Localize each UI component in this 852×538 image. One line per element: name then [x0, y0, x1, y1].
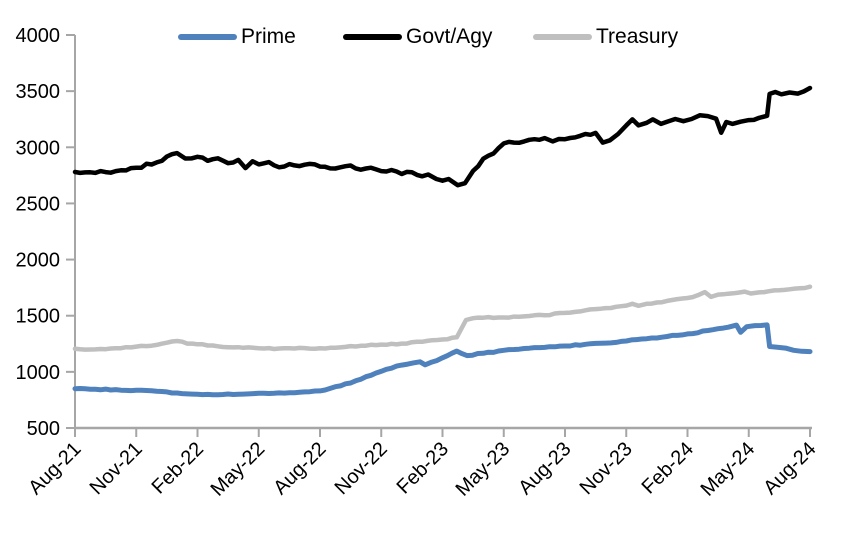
x-tick-label: Feb-23 — [393, 438, 453, 498]
y-tick-label: 2000 — [16, 250, 61, 272]
x-tick-label: Nov-23 — [576, 438, 637, 499]
y-tick-label: 3500 — [16, 81, 61, 103]
x-tick-label: May-24 — [697, 438, 760, 501]
x-tick-label: Nov-22 — [331, 438, 392, 499]
y-tick-label: 1500 — [16, 306, 61, 328]
series-line-prime — [72, 322, 813, 398]
x-tick-label: Aug-21 — [24, 438, 85, 499]
x-tick-label: Aug-24 — [759, 438, 820, 499]
x-tick-label: Feb-24 — [638, 438, 698, 498]
series-line-treasury — [72, 284, 813, 352]
x-tick-label: Aug-22 — [269, 438, 330, 499]
x-tick-label: May-22 — [207, 438, 270, 501]
y-tick-label: 3000 — [16, 137, 61, 159]
x-tick-label: Nov-21 — [86, 438, 147, 499]
y-tick-label: 4000 — [16, 25, 61, 47]
y-tick-label: 1000 — [16, 362, 61, 384]
series-line-govt-agy — [72, 85, 813, 188]
x-tick-label: Feb-22 — [148, 438, 208, 498]
x-tick-label: Aug-23 — [514, 438, 575, 499]
x-tick-label: May-23 — [452, 438, 515, 501]
y-tick-label: 2500 — [16, 193, 61, 215]
y-tick-label: 500 — [27, 418, 60, 440]
